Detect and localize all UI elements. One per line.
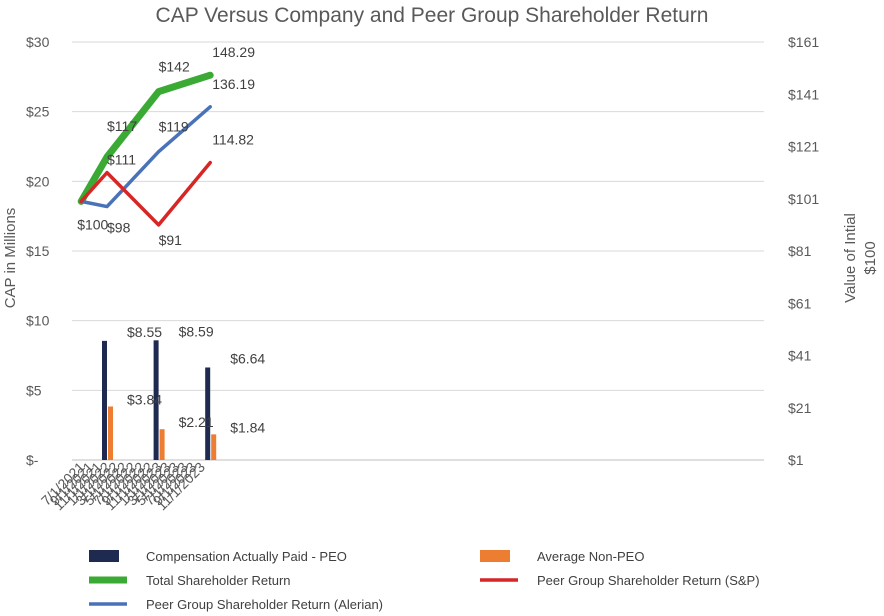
peer-group-shareholder-return-alerian-data-label: 136.19	[212, 76, 255, 92]
lines	[77, 71, 214, 227]
left-tick-label: $10	[26, 313, 50, 329]
compensation-actually-paid-peo-bar	[153, 340, 159, 460]
right-tick-label: $101	[788, 191, 819, 207]
left-tick-label: $-	[26, 452, 39, 468]
left-tick-label: $15	[26, 243, 50, 259]
left-tick-label: $30	[26, 34, 50, 50]
compensation-actually-paid-peo-bar	[102, 340, 107, 460]
right-tick-label: $141	[788, 86, 819, 102]
legend-label: Peer Group Shareholder Return (Alerian)	[146, 597, 383, 612]
legend-swatch	[89, 550, 119, 562]
y-right-axis-title-line-1: Value of Intial	[842, 213, 859, 303]
average-non-peo-bar	[108, 406, 113, 460]
left-tick-label: $5	[26, 382, 42, 398]
average-non-peo-bar	[211, 434, 217, 460]
average-non-peo-bar-label: $1.84	[230, 419, 265, 435]
right-tick-label: $121	[788, 139, 819, 155]
data-labels: $8.55 $8.59 $6.64 $3.84 $2.21 $1.84 $100 $117 $1…	[77, 44, 265, 435]
legend-item-average-non-peo: Average Non-PEO	[480, 549, 644, 564]
chart-title: CAP Versus Company and Peer Group Shareh…	[156, 4, 709, 27]
y-right-axis-title-line-2: $100	[862, 241, 879, 274]
right-tick-label: $21	[788, 400, 812, 416]
left-tick-label: $25	[26, 104, 50, 120]
y-right-axis-title: Value of Intial $100	[842, 213, 879, 303]
legend-swatch	[480, 550, 510, 562]
total-shareholder-return-data-label: $142	[159, 59, 190, 75]
legend-item-peer-group-shareholder-return-s-p: Peer Group Shareholder Return (S&P)	[480, 573, 760, 588]
legend-item-peer-group-shareholder-return-alerian: Peer Group Shareholder Return (Alerian)	[89, 597, 383, 612]
peer-group-shareholder-return-alerian-data-label: $119	[159, 119, 189, 135]
peer-group-shareholder-return-s-p-data-label: 114.82	[212, 132, 254, 148]
gridlines	[72, 41, 764, 391]
legend-item-compensation-actually-paid-peo: Compensation Actually Paid - PEO	[89, 549, 347, 564]
x-axis-ticks: 7/1/20219/1/202111/1/20211/1/20223/1/202…	[38, 459, 208, 514]
compensation-actually-paid-peo-bar-label: $6.64	[230, 350, 265, 366]
legend-label: Peer Group Shareholder Return (S&P)	[537, 573, 760, 588]
compensation-actually-paid-peo-bar	[205, 367, 211, 460]
average-non-peo-bar-label: $2.21	[179, 414, 214, 430]
total-shareholder-return-data-label: $117	[107, 118, 137, 134]
right-tick-label: $81	[788, 243, 812, 259]
bars	[102, 340, 217, 460]
peer-group-shareholder-return-s-p-data-label: $91	[159, 232, 183, 248]
legend-item-total-shareholder-return: Total Shareholder Return	[89, 573, 291, 588]
peer-group-shareholder-return-s-p-line	[79, 160, 212, 227]
peer-group-shareholder-return-s-p-data-label: $111	[107, 152, 136, 168]
legend-label: Total Shareholder Return	[146, 573, 291, 588]
total-shareholder-return-line	[77, 71, 214, 205]
peer-group-shareholder-return-alerian-line	[79, 105, 212, 209]
average-non-peo-bar-label: $3.84	[127, 391, 162, 407]
average-non-peo-bar	[159, 429, 165, 460]
total-shareholder-return-data-label: 148.29	[212, 44, 255, 60]
legend: Compensation Actually Paid - PEO Average …	[89, 549, 760, 612]
right-tick-label: $41	[788, 348, 812, 364]
right-axis-ticks: $1 $21 $41 $61 $81 $101 $121 $141 $161	[788, 34, 819, 468]
total-shareholder-return-data-label: $100	[77, 216, 108, 232]
peer-group-shareholder-return-alerian-data-label: $98	[107, 220, 131, 236]
y-left-axis-title: CAP in Millions	[2, 208, 19, 309]
legend-label: Average Non-PEO	[537, 549, 644, 564]
right-tick-label: $1	[788, 452, 804, 468]
left-tick-label: $20	[26, 173, 50, 189]
legend-label: Compensation Actually Paid - PEO	[146, 549, 347, 564]
compensation-actually-paid-peo-bar-label: $8.59	[179, 323, 214, 339]
left-axis-ticks: $- $5 $10 $15 $20 $25 $30	[26, 34, 50, 468]
right-tick-label: $61	[788, 295, 812, 311]
right-tick-label: $161	[788, 34, 819, 50]
compensation-actually-paid-peo-bar-label: $8.55	[127, 324, 162, 340]
